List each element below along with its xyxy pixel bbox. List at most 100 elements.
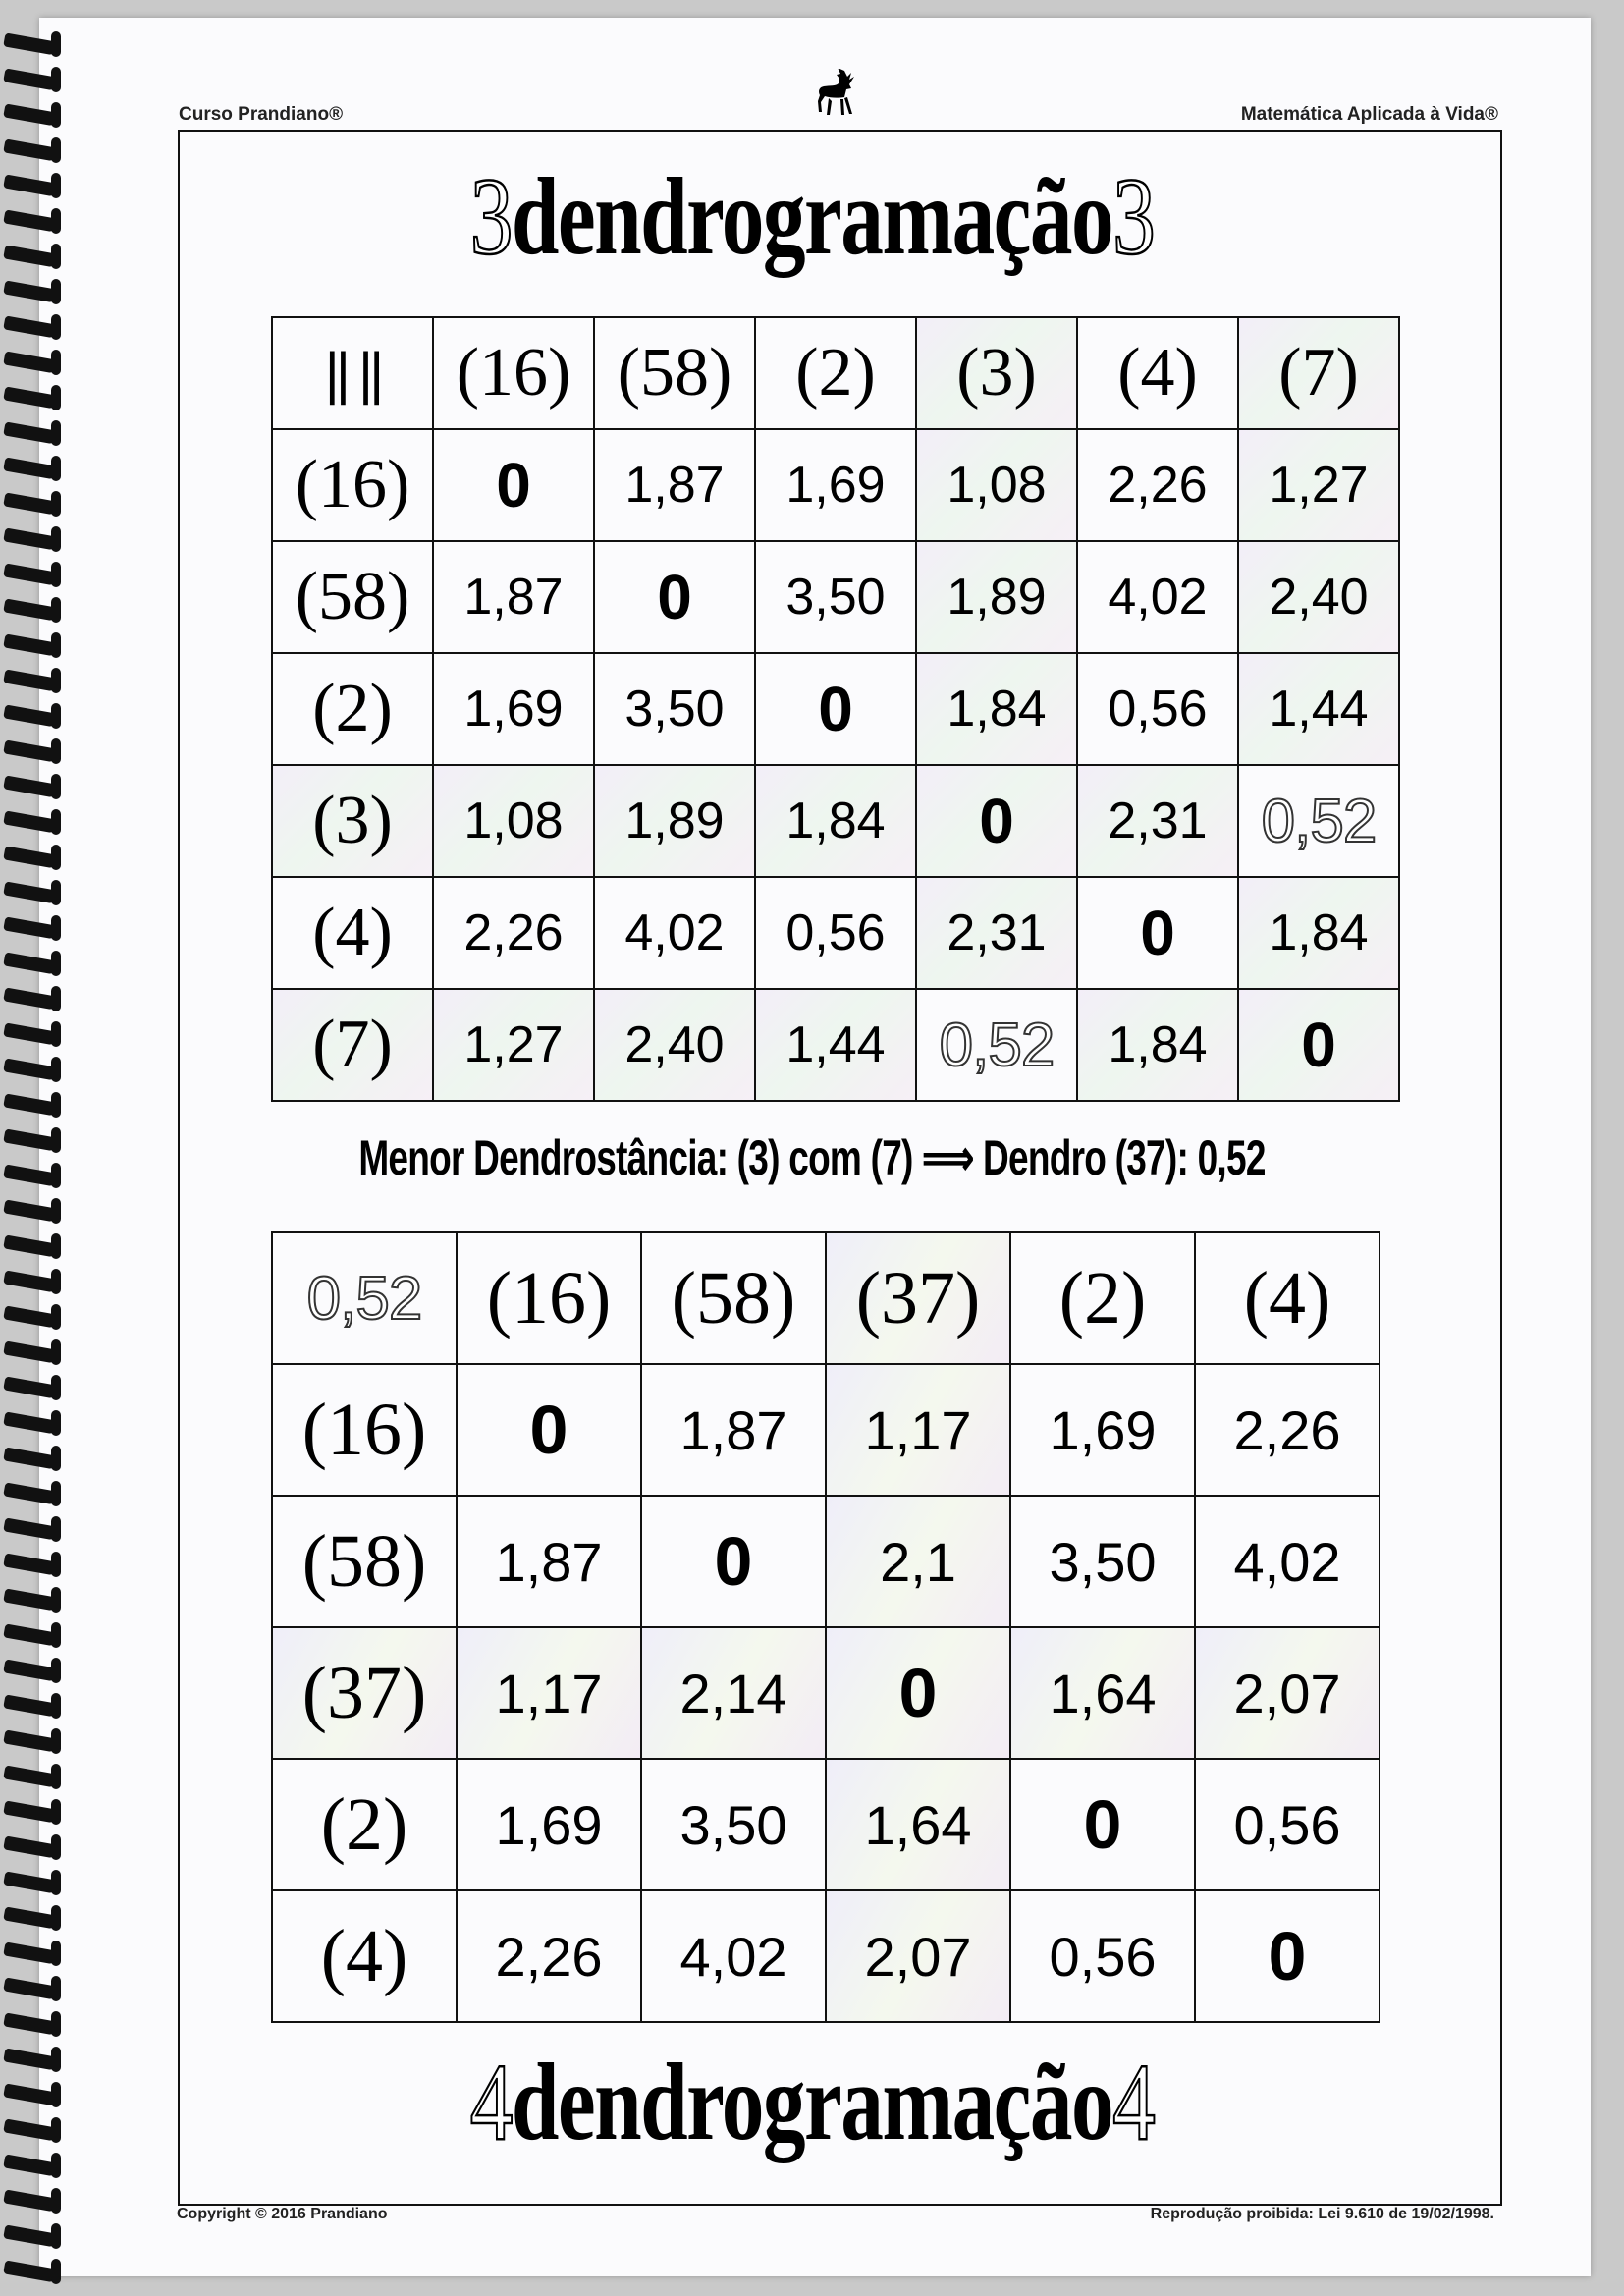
table-cell: 1,89	[915, 540, 1078, 654]
table-cell: 3,50	[754, 540, 917, 654]
spiral-coil	[4, 1903, 65, 1937]
footer-copyright: Copyright © 2016 Prandiano	[177, 2206, 388, 2222]
spiral-coil	[4, 100, 65, 134]
spiral-coil	[4, 1479, 65, 1512]
table-cell: 3,50	[593, 652, 756, 766]
spiral-coil	[4, 666, 65, 699]
table-row: (37) 1,17 2,14 0 1,64 2,07	[271, 1626, 1380, 1760]
spiral-coil	[4, 1762, 65, 1795]
title-bottom-number-right: 4	[1111, 2042, 1157, 2163]
table1-header-row: || || (16) (58) (2) (3) (4) (7)	[271, 316, 1400, 430]
table-cell: 4,02	[640, 1889, 827, 2023]
footer-rights: Reprodução proibida: Lei 9.610 de 19/02/…	[1150, 2206, 1494, 2222]
table2-col-header: (16)	[456, 1231, 642, 1365]
table2-header-row: 0,52 (16) (58) (37) (2) (4)	[271, 1231, 1380, 1365]
table2-corner: 0,52	[271, 1231, 458, 1365]
table-cell: 0	[754, 652, 917, 766]
table-cell: 4,02	[1076, 540, 1239, 654]
table-cell: 2,31	[1076, 764, 1239, 878]
table2-col-header: (2)	[1009, 1231, 1196, 1365]
spiral-coil	[4, 2151, 65, 2184]
table1-row-header: (2)	[271, 652, 434, 766]
spiral-coil	[4, 949, 65, 982]
smallest-distance-note: Menor Dendrostância: (3) com (7) ⟹ Dendr…	[211, 1129, 1413, 1186]
table1-col-header: (4)	[1076, 316, 1239, 430]
spiral-coil	[4, 1090, 65, 1123]
table1-col-header: (7)	[1237, 316, 1400, 430]
table-cell: 0	[456, 1363, 642, 1497]
title-bottom-number-left: 4	[469, 2042, 514, 2163]
spiral-coil	[4, 1055, 65, 1088]
title-bottom: 4dendrogramação4	[179, 2047, 1445, 2159]
smallest-distance-result: Dendro (37): 0,52	[983, 1130, 1266, 1185]
table-cell: 1,89	[593, 764, 756, 878]
spiral-coil	[4, 1868, 65, 1901]
spiral-coil	[4, 1832, 65, 1866]
table-cell: 2,07	[1194, 1626, 1380, 1760]
table-cell: 2,26	[1076, 428, 1239, 542]
table2-col-header: (4)	[1194, 1231, 1380, 1365]
spiral-coil	[4, 29, 65, 63]
table-row: (7) 1,27 2,40 1,44 0,52 1,84 0	[271, 988, 1400, 1102]
spiral-coil	[4, 1514, 65, 1548]
spiral-coil	[4, 1656, 65, 1689]
table2-col-header: (58)	[640, 1231, 827, 1365]
spiral-coil	[4, 1196, 65, 1230]
spiral-coil	[4, 984, 65, 1017]
table1-row-header: (16)	[271, 428, 434, 542]
spiral-coil	[4, 560, 65, 593]
table-cell: 4,02	[593, 876, 756, 990]
spiral-coil	[4, 1691, 65, 1724]
spiral-coil	[4, 1161, 65, 1194]
table2-row-header: (58)	[271, 1495, 458, 1628]
spiral-coil	[4, 2257, 65, 2290]
table-cell: 2,1	[825, 1495, 1011, 1628]
spiral-coil	[4, 418, 65, 452]
spiral-coil	[4, 242, 65, 275]
table-cell: 1,44	[754, 988, 917, 1102]
table-cell: 4,02	[1194, 1495, 1380, 1628]
table-cell: 1,08	[915, 428, 1078, 542]
spiral-coil	[4, 383, 65, 416]
spiral-coil	[4, 2186, 65, 2219]
deer-icon	[818, 69, 854, 115]
table1-corner: || ||	[271, 316, 434, 430]
table-cell-highlight: 0,52	[915, 988, 1078, 1102]
table-cell: 1,84	[915, 652, 1078, 766]
table-cell: 1,84	[1237, 876, 1400, 990]
header-right: Matemática Aplicada à Vida®	[1240, 104, 1498, 125]
table-cell: 1,44	[1237, 652, 1400, 766]
table-row: (2) 1,69 3,50 1,64 0 0,56	[271, 1758, 1380, 1891]
table-cell: 2,40	[593, 988, 756, 1102]
table-cell: 2,40	[1237, 540, 1400, 654]
table-cell: 0	[593, 540, 756, 654]
spiral-coil	[4, 2221, 65, 2255]
spiral-coil	[4, 1231, 65, 1265]
spiral-coil	[4, 1444, 65, 1477]
table-cell: 0	[1076, 876, 1239, 990]
spiral-coil	[4, 2115, 65, 2149]
table-cell: 0,56	[1194, 1758, 1380, 1891]
table2-row-header: (4)	[271, 1889, 458, 2023]
spiral-coil	[4, 1338, 65, 1371]
spiral-coil	[4, 1939, 65, 1972]
table-cell: 0,56	[1076, 652, 1239, 766]
table-cell: 1,84	[754, 764, 917, 878]
implies-arrow-icon: ⟹	[922, 1130, 974, 1185]
spiral-coil	[4, 1726, 65, 1760]
table-cell: 2,14	[640, 1626, 827, 1760]
table-cell: 1,69	[1009, 1363, 1196, 1497]
table-cell: 1,87	[593, 428, 756, 542]
spiral-coil	[4, 524, 65, 558]
table-cell: 0	[432, 428, 595, 542]
spiral-coil	[4, 843, 65, 876]
table1-col-header: (58)	[593, 316, 756, 430]
table-cell: 1,27	[432, 988, 595, 1102]
spiral-coil	[4, 206, 65, 240]
table-cell: 0	[1237, 988, 1400, 1102]
title-bottom-word: dendrogramação	[511, 2042, 1114, 2163]
table-cell: 1,69	[456, 1758, 642, 1891]
table-row: (4) 2,26 4,02 2,07 0,56 0	[271, 1889, 1380, 2023]
spiral-coil	[4, 1302, 65, 1336]
table-cell: 0,56	[754, 876, 917, 990]
